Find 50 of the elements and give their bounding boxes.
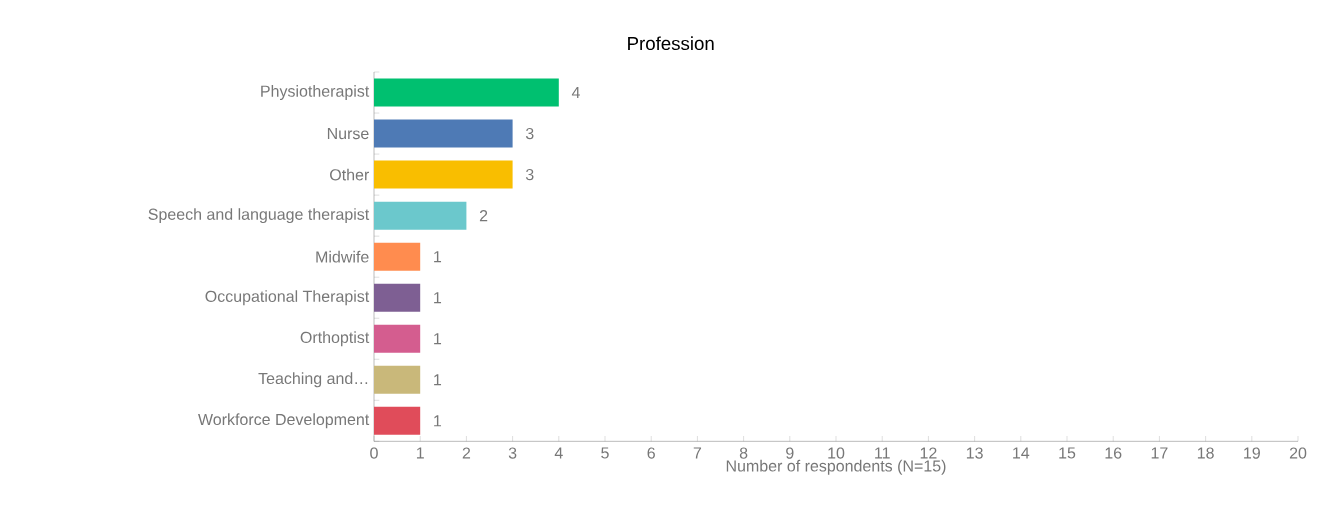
y-tick-label: Midwife — [316, 250, 369, 263]
x-axis-title: Number of respondents (N=15) — [726, 459, 946, 475]
y-tick-label: Workforce Development — [198, 413, 370, 429]
bar — [374, 406, 421, 435]
x-tick-label: 19 — [1244, 447, 1260, 459]
x-tick-label: 15 — [1059, 447, 1076, 459]
data-label: 1 — [434, 415, 442, 427]
x-tick-label: 20 — [1289, 447, 1307, 459]
bar — [374, 78, 559, 107]
x-tick-label: 17 — [1151, 447, 1168, 459]
x-tick-label: 13 — [966, 447, 983, 459]
data-label: 1 — [434, 251, 442, 263]
y-tick-label: Nurse — [327, 127, 369, 140]
x-tick-label: 3 — [508, 447, 517, 459]
data-label: 1 — [434, 333, 442, 345]
bar — [374, 324, 421, 353]
bar — [374, 365, 421, 394]
chart-title: Profession — [628, 36, 714, 51]
data-label: 3 — [525, 168, 534, 181]
data-label: 2 — [479, 210, 488, 222]
data-label: 3 — [525, 127, 534, 140]
x-tick-label: 11 — [875, 447, 890, 459]
data-label: 4 — [571, 87, 580, 99]
y-tick-label: Occupational Therapist — [205, 290, 370, 306]
x-tick-label: 10 — [828, 447, 845, 459]
y-tick-label: Physiotherapist — [261, 85, 370, 100]
x-tick-label: 18 — [1197, 447, 1214, 459]
x-tick-label: 9 — [786, 447, 794, 459]
bar — [374, 283, 421, 312]
bar — [374, 242, 421, 271]
y-tick-label: Orthoptist — [300, 331, 370, 347]
x-tick-label: 2 — [462, 447, 471, 459]
data-label: 1 — [434, 292, 442, 304]
y-tick-label: Teaching and… — [258, 372, 368, 388]
x-tick-label: 6 — [647, 447, 655, 459]
x-tick-label: 4 — [554, 447, 563, 459]
x-tick-label: 1 — [416, 447, 424, 459]
bar — [374, 119, 513, 148]
x-tick-label: 16 — [1105, 447, 1122, 459]
x-tick-label: 14 — [1013, 447, 1030, 459]
y-tick-label: Speech and language therapist — [148, 208, 370, 224]
bar — [374, 160, 513, 189]
x-tick-label: 8 — [739, 447, 748, 459]
x-tick-label: 5 — [601, 447, 609, 459]
bar — [374, 201, 467, 230]
x-tick-label: 7 — [693, 447, 702, 459]
x-tick-label: 0 — [370, 447, 378, 459]
y-tick-label: Other — [330, 168, 370, 181]
data-label: 1 — [434, 374, 442, 386]
x-tick-label: 12 — [920, 447, 937, 459]
